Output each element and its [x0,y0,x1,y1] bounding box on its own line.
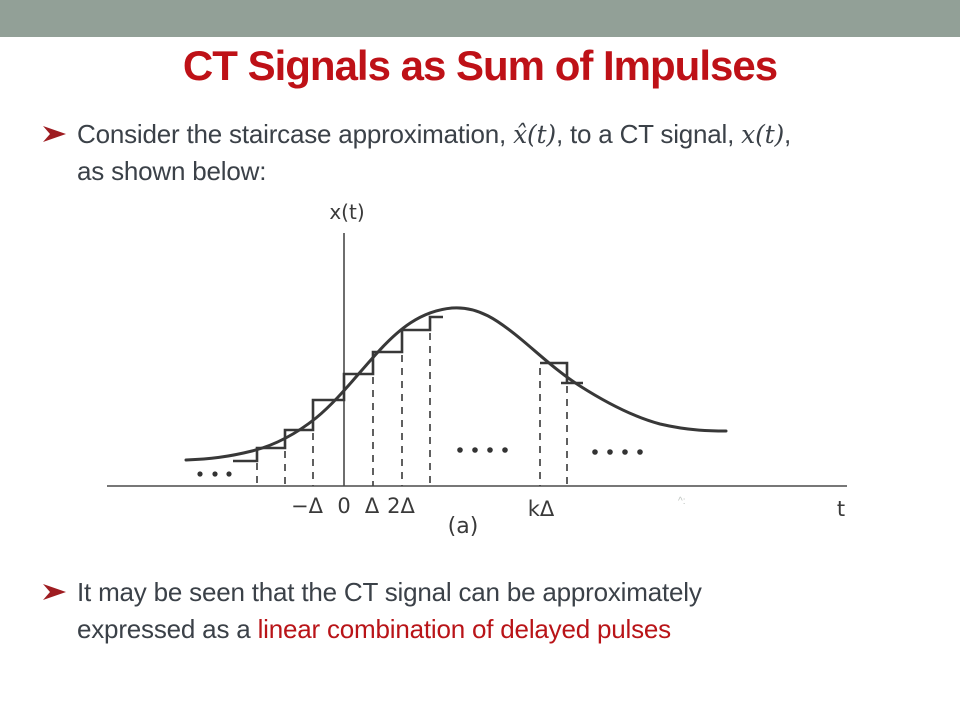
staircase-rising [233,315,443,463]
bullet-arrow-icon [43,584,66,600]
bullet-2-line-1: It may be seen that the CT signal can be… [77,577,702,607]
tick-label-minus-delta: −Δ [291,494,324,518]
y-axis-label: x(t) [329,200,364,224]
bullet-2-line-2: expressed as a linear combination of del… [77,611,702,648]
bullet-item-2: It may be seen that the CT signal can be… [42,574,942,648]
bullet-1-line-2: as shown below: [77,156,267,186]
bullet-1-text: Consider the staircase approximation, x̂… [77,116,791,190]
ellipsis-dots-middle [457,447,508,453]
bullet-1-text-post: , [784,119,792,149]
bullet-2-text-dark: expressed as a [77,614,258,644]
bullet-1-line-1: Consider the staircase approximation, x̂… [77,116,791,153]
ellipsis-dots-left [197,471,232,477]
tick-label-two-delta: 2Δ [387,494,415,518]
dashed-drop-lines [256,333,568,486]
figure-caption: (a) [448,514,479,539]
bullet-1-text-mid: , to a CT signal, [555,119,742,149]
slide-title: CT Signals as Sum of Impulses [182,42,778,89]
tick-label-delta: Δ [365,494,380,518]
bullet-arrow-icon [43,126,66,142]
bullet-1-text-pre: Consider the staircase approximation, [77,119,514,149]
ellipsis-dots-right [592,449,643,455]
scan-artifact: ^: [678,496,685,507]
tick-label-zero: 0 [337,494,350,518]
math-xhat-of-t: x̂(t) [513,120,556,149]
tick-label-k-delta: kΔ [528,497,555,521]
bullet-2-text: It may be seen that the CT signal can be… [77,574,702,648]
bullet-2-text-highlight: linear combination of delayed pulses [257,614,672,644]
staircase-kdelta-step [540,361,583,385]
top-accent-bar [0,0,960,37]
math-x-of-t: x(t) [741,120,785,149]
signal-curve [184,306,728,462]
bullet-item-1: Consider the staircase approximation, x̂… [42,116,942,190]
x-axis-label: t [837,497,845,521]
